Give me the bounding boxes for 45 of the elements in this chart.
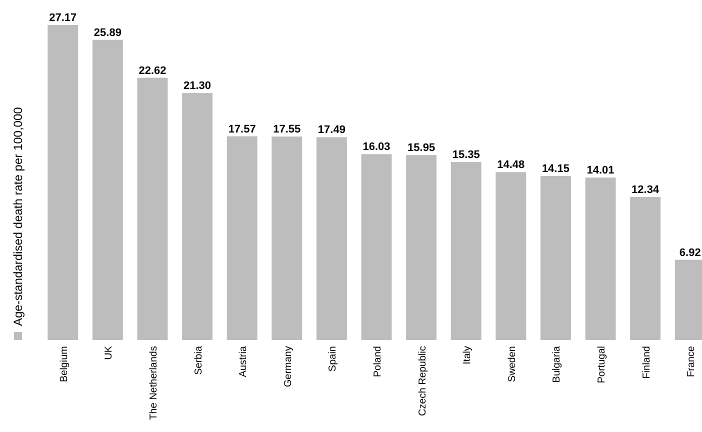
data-label: 15.35 xyxy=(452,149,480,162)
bar xyxy=(92,40,123,340)
bar xyxy=(226,136,258,340)
text: Age-standardised death rate per 100,000 xyxy=(11,106,25,326)
bar xyxy=(630,196,661,340)
x-tick-label: Belgium xyxy=(58,346,70,382)
data-label: 15.95 xyxy=(408,142,436,154)
x-tick-label: Czech Republic xyxy=(417,346,428,416)
data-label: 6.92 xyxy=(679,246,701,259)
bar xyxy=(316,137,347,340)
bar xyxy=(496,172,526,340)
x-tick-label: Sweden xyxy=(506,346,518,382)
x-tick-label: Serbia xyxy=(193,346,204,375)
bar xyxy=(406,155,437,340)
bar xyxy=(48,25,78,340)
data-label: 25.89 xyxy=(94,26,122,39)
x-tick-label: The Netherlands xyxy=(148,346,160,420)
data-label: 21.30 xyxy=(184,80,212,92)
x-tick-label: Austria xyxy=(238,346,250,378)
bar xyxy=(450,162,482,340)
bar xyxy=(137,78,168,340)
data-label: 14.48 xyxy=(497,159,525,172)
data-label: 27.17 xyxy=(49,12,77,24)
data-label: 17.49 xyxy=(318,124,346,136)
bar xyxy=(361,154,392,340)
data-label: 17.57 xyxy=(228,123,256,136)
x-tick-label: Finland xyxy=(641,346,652,379)
bar xyxy=(182,93,213,340)
data-label: 17.55 xyxy=(273,124,301,136)
bar xyxy=(585,178,616,340)
x-tick-label: Italy xyxy=(462,346,474,364)
bar xyxy=(540,176,571,340)
data-label: 12.34 xyxy=(632,184,660,196)
x-tick-label: Poland xyxy=(372,346,384,378)
x-tick-label: Portugal xyxy=(596,346,608,384)
data-label: 14.15 xyxy=(542,162,570,175)
x-tick-label: Bulgaria xyxy=(552,346,563,383)
x-tick-label: Spain xyxy=(328,346,339,372)
data-label: 14.01 xyxy=(586,164,614,177)
x-tick-label: Germany xyxy=(282,346,294,388)
x-tick-label: France xyxy=(686,346,698,378)
x-tick-label: UK xyxy=(104,346,115,360)
data-label: 22.62 xyxy=(138,64,166,77)
data-label: 16.03 xyxy=(362,141,390,154)
bar xyxy=(272,136,302,340)
